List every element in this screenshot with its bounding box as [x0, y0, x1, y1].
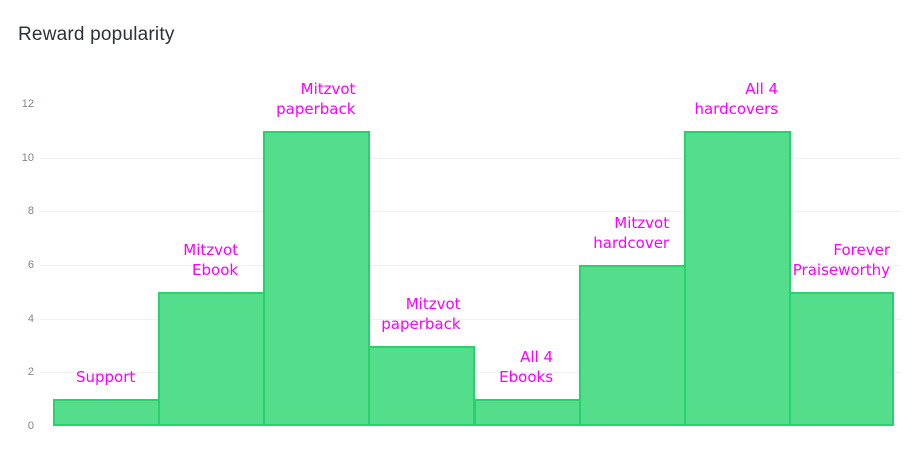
bar-label-all-4-hardcovers: All 4 hardcovers: [694, 79, 779, 118]
bar-label-support: Support: [75, 368, 136, 387]
bar-support[interactable]: [53, 399, 161, 426]
y-axis-tick-8: 8: [27, 205, 34, 218]
bar-all-4-hardcovers[interactable]: [683, 130, 791, 426]
bar-forever-praiseworthy[interactable]: [788, 291, 894, 426]
bar-mitzvot-ebook[interactable]: [158, 291, 266, 426]
y-axis-tick-2: 2: [27, 366, 34, 379]
bar-label-all-4-ebooks: All 4 Ebooks: [499, 348, 554, 387]
bar-mitzvot-paperback[interactable]: [263, 130, 371, 426]
bar-label-mitzvot-paperback: Mitzvot paperback: [381, 294, 461, 333]
gridline-y4: [40, 318, 901, 320]
bar-all-4-ebooks[interactable]: [473, 399, 581, 426]
gridline-y8: [40, 211, 901, 213]
y-axis-tick-0: 0: [27, 420, 34, 432]
bar-mitzvot-paperback[interactable]: [368, 345, 476, 426]
chart-title: Reward popularity: [18, 24, 175, 45]
bar-label-mitzvot-ebook: Mitzvot Ebook: [183, 240, 239, 279]
gridline-y6: [40, 265, 901, 266]
bar-label-mitzvot-paperback: Mitzvot paperback: [276, 79, 356, 118]
y-axis-tick-4: 4: [27, 312, 34, 325]
bar-label-forever-praiseworthy: Forever Praiseworthy: [792, 240, 891, 279]
y-axis-tick-12: 12: [21, 98, 34, 110]
gridline-y10: [40, 157, 901, 159]
bar-label-mitzvot-hardcover: Mitzvot hardcover: [593, 214, 670, 252]
y-axis-tick-10: 10: [21, 151, 34, 164]
y-axis-tick-6: 6: [27, 259, 34, 271]
bar-mitzvot-hardcover[interactable]: [578, 265, 686, 426]
